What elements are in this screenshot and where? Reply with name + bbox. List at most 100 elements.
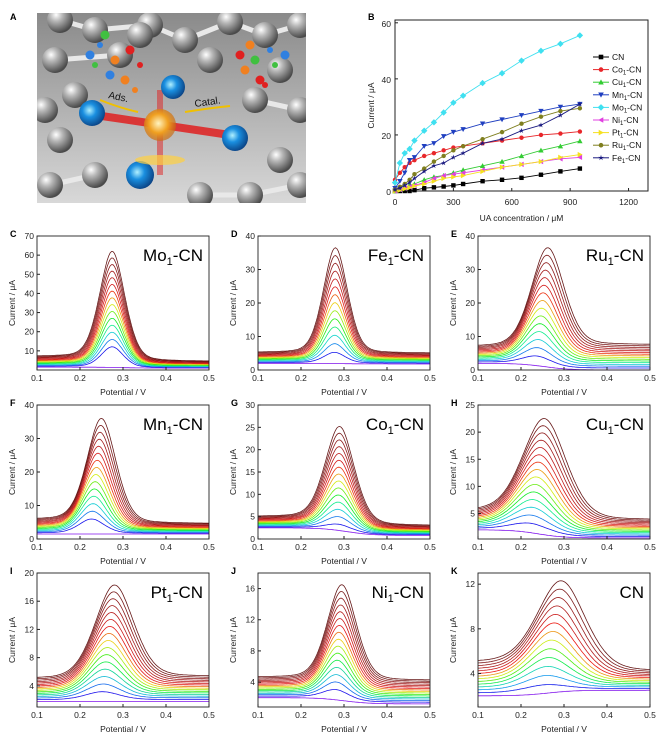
y-tick-label: 20 [466,427,476,437]
dpv-curve [37,297,209,365]
legend-text-part: CN [612,52,624,62]
uric-acid-atom [97,42,103,48]
x-tick-label: 0.2 [515,373,527,383]
panel-title: Co1-CN [366,415,424,437]
data-point [460,181,466,187]
x-tick-label: 0.1 [252,373,264,383]
y-tick-label: 20 [466,298,476,308]
data-point [441,148,446,153]
dpv-curve [477,639,650,681]
y-tick-label: 40 [382,75,392,85]
dpv-curve [478,514,650,536]
dpv-curve [478,339,650,365]
panel-title: Fe1-CN [368,246,424,268]
x-tick-label: 0.5 [203,710,215,720]
dpv-curve [478,684,650,694]
panel-letter-i: I [10,566,13,576]
data-point [577,106,583,111]
dpv-curve [37,264,209,363]
dpv-curve [258,631,430,691]
data-point [538,158,544,165]
y-tick-label: 30 [466,265,476,275]
dpv-curve [477,476,651,530]
dpv-curve [477,418,650,520]
legend-marker [598,92,604,98]
uric-acid-atom [125,45,135,55]
x-tick-label: 0.2 [295,373,307,383]
dpv-curve [258,432,430,526]
y-axis-label: Current / μA [448,449,458,495]
title-part: Ru [586,246,608,265]
dpv-curve [36,424,209,525]
title-part: -CN [173,246,203,265]
panel-i-chart: I 0.1 0.2 0.3 0.4 0.5 4 8 12 16 20 Potential / V Cur… [7,566,215,734]
dpv-curve [477,432,651,522]
data-point [557,112,564,118]
data-point [397,178,403,184]
legend-entry: Cu1-CN [612,77,641,89]
dpv-curve [258,352,430,364]
title-part: -CN [394,246,424,265]
data-point [451,148,456,153]
data-point [451,174,457,180]
data-point [519,121,524,126]
data-point [421,153,427,159]
dpv-curve [36,661,209,694]
dpv-curve [478,269,650,350]
dpv-curve [37,277,210,364]
data-point [406,157,413,163]
data-point [440,109,447,116]
dpv-curve [258,689,430,703]
x-tick-label: 900 [563,197,577,207]
data-point [537,47,545,55]
data-point [577,151,583,158]
data-point [397,185,403,191]
x-tick-label: 0.5 [644,542,656,552]
legend-text-part: Mn [612,90,624,100]
y-tick-label: 15 [466,454,476,464]
x-tick-label: 0.3 [338,710,350,720]
ads-label: Ads. [107,90,129,105]
title-part: CN [619,583,644,602]
dpv-curve [37,251,209,362]
panel-f-chart: F 0.1 0.2 0.3 0.4 0.5 0 10 20 30 40 Potential / V Cu… [7,398,215,566]
y-tick-label: 0 [29,534,34,544]
x-axis-label: Potential / V [541,556,587,566]
panel-title: Mn1-CN [143,415,203,437]
data-point [499,129,505,135]
dpv-curve [37,290,209,365]
y-tick-label: 20 [25,568,35,578]
x-tick-label: 0.1 [472,710,484,720]
uric-acid-atom [267,47,273,53]
carbon-atom [187,182,213,203]
legend-text-part: -CN [625,153,640,163]
y-tick-label: 30 [246,400,256,410]
legend-marker [598,79,604,85]
data-point [421,143,427,149]
data-point [557,40,564,48]
data-point [412,187,417,193]
dpv-curve [477,469,650,528]
data-point [479,79,486,87]
series-line [394,107,580,190]
y-tick-label: 50 [25,269,35,279]
carbon-atom [197,47,223,73]
data-point [420,127,428,134]
y-tick-label: 20 [246,298,256,308]
x-tick-label: 0.5 [424,542,436,552]
data-point [431,141,437,147]
dpv-curve [478,657,650,685]
carbon-atom [172,27,198,53]
y-axis-label: Current / μA [7,449,17,495]
data-point [519,175,524,181]
uric-acid-atom [250,55,260,65]
dpv-curve [478,631,651,680]
x-tick-label: 0.1 [252,710,264,720]
dpv-curve [37,346,209,368]
dpv-curves [477,247,651,371]
legend-text-part: Mo [612,102,624,112]
dpv-curve [37,518,209,534]
data-point [440,172,446,179]
data-point [576,32,584,39]
data-point [498,70,506,77]
